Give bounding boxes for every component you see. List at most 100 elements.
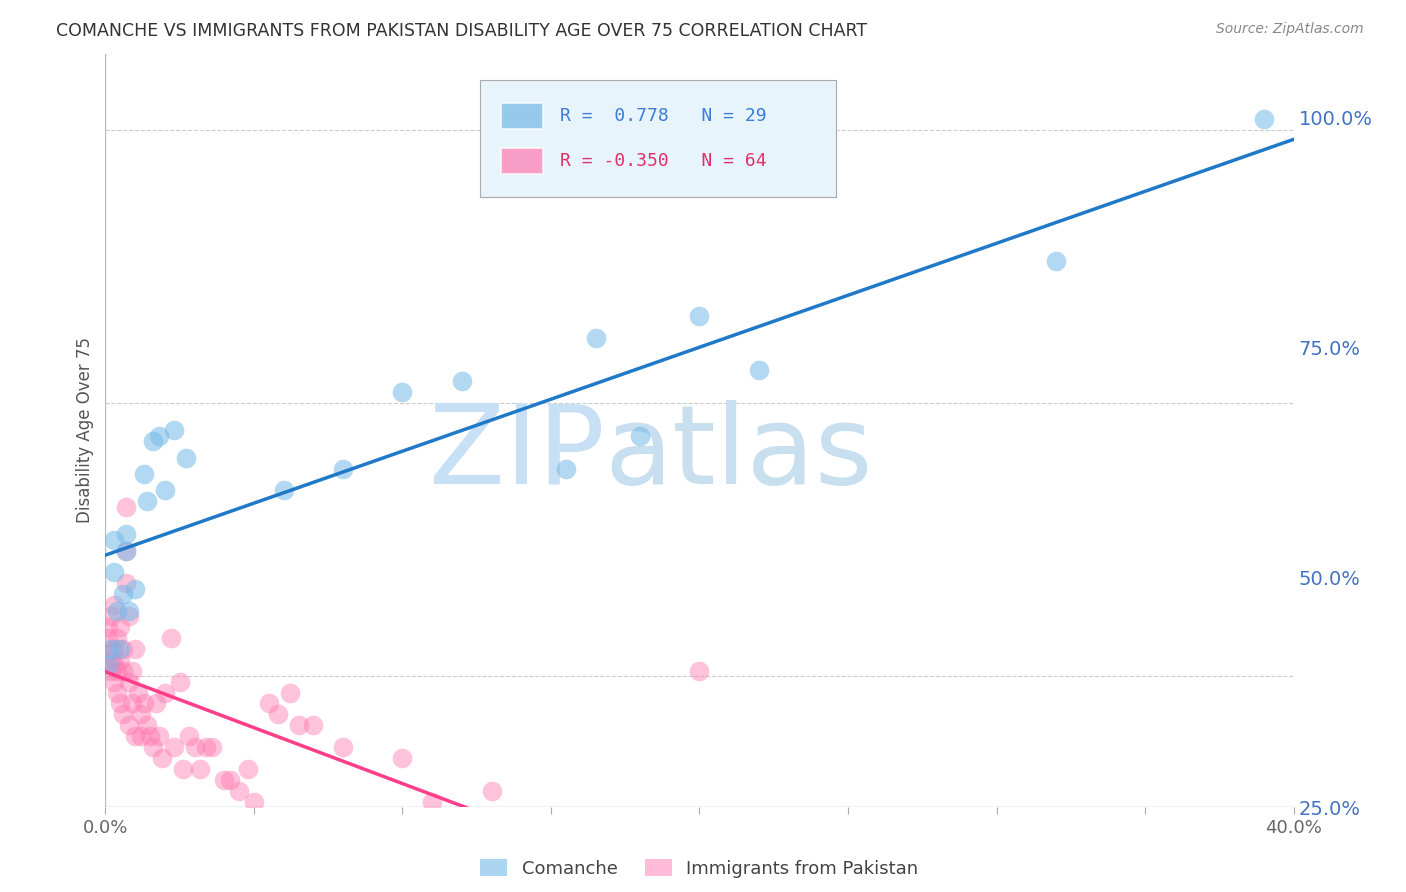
Point (132, 467, 155, 481)
Point (103, 658, 125, 673)
Point (112, 664, 135, 678)
Point (115, 576, 138, 591)
Point (174, 450, 197, 465)
Point (153, 685, 176, 699)
Text: R = -0.350   N = 64: R = -0.350 N = 64 (561, 153, 768, 170)
Point (105, 664, 128, 678)
Point (145, 697, 167, 711)
Point (105, 604, 128, 618)
Point (273, 483, 295, 498)
Text: atlas: atlas (605, 400, 873, 507)
Point (97, 631, 120, 645)
Point (118, 674, 141, 689)
Point (127, 685, 149, 699)
Point (110, 641, 132, 656)
Point (118, 604, 141, 618)
Point (112, 707, 135, 722)
Point (103, 674, 125, 689)
Point (97, 658, 120, 673)
Point (115, 543, 138, 558)
Point (132, 697, 155, 711)
Point (420, 795, 443, 809)
Point (450, 374, 472, 388)
Point (115, 543, 138, 558)
FancyBboxPatch shape (501, 103, 543, 129)
Point (110, 620, 132, 634)
Point (112, 587, 135, 601)
Point (103, 598, 125, 612)
Point (118, 718, 141, 732)
Point (628, 429, 651, 443)
Point (110, 653, 132, 667)
Point (105, 631, 128, 645)
Text: Source: ZipAtlas.com: Source: ZipAtlas.com (1216, 22, 1364, 37)
Legend: Comanche, Immigrants from Pakistan: Comanche, Immigrants from Pakistan (474, 852, 925, 885)
Point (100, 653, 122, 667)
Point (214, 772, 236, 787)
Point (219, 772, 242, 787)
FancyBboxPatch shape (479, 80, 837, 197)
Point (136, 718, 159, 732)
Point (150, 751, 173, 765)
Point (103, 641, 125, 656)
Point (100, 609, 122, 624)
Point (228, 784, 250, 798)
Point (97, 648, 120, 662)
Point (163, 424, 186, 438)
Point (172, 762, 194, 776)
Point (124, 729, 146, 743)
Text: R =  0.778   N = 29: R = 0.778 N = 29 (561, 107, 768, 125)
Point (689, 309, 711, 323)
Text: ZIP: ZIP (429, 400, 605, 507)
Point (105, 685, 128, 699)
Point (115, 500, 138, 514)
Text: COMANCHE VS IMMIGRANTS FROM PAKISTAN DISABILITY AGE OVER 75 CORRELATION CHART: COMANCHE VS IMMIGRANTS FROM PAKISTAN DIS… (56, 22, 868, 40)
Point (129, 729, 152, 743)
Point (689, 664, 711, 678)
Point (139, 729, 162, 743)
Point (121, 697, 143, 711)
Point (100, 664, 122, 678)
Point (100, 641, 122, 656)
Point (136, 494, 159, 508)
Point (159, 631, 181, 645)
Point (124, 641, 146, 656)
Point (163, 740, 186, 755)
Point (267, 707, 290, 722)
Point (481, 784, 503, 798)
Point (195, 740, 218, 755)
Point (183, 740, 205, 755)
Point (201, 740, 224, 755)
Point (278, 685, 301, 699)
Point (124, 582, 146, 596)
Point (169, 674, 191, 689)
Point (121, 664, 143, 678)
Point (110, 697, 132, 711)
Point (332, 740, 354, 755)
Point (585, 330, 607, 344)
Point (391, 385, 413, 400)
Y-axis label: Disability Age Over 75: Disability Age Over 75 (76, 337, 94, 524)
Point (236, 762, 259, 776)
Point (153, 483, 176, 498)
Point (1045, 254, 1067, 268)
Point (103, 533, 125, 547)
Point (302, 718, 325, 732)
Point (391, 751, 413, 765)
Point (554, 461, 576, 475)
Point (142, 434, 165, 449)
FancyBboxPatch shape (501, 148, 543, 175)
Point (177, 729, 200, 743)
Point (1253, 112, 1275, 126)
Point (243, 795, 266, 809)
Point (332, 461, 354, 475)
Point (190, 762, 212, 776)
Point (118, 609, 141, 624)
Point (148, 429, 170, 443)
Point (257, 697, 280, 711)
Point (142, 740, 165, 755)
Point (97, 620, 120, 634)
Point (748, 363, 770, 377)
Point (115, 527, 138, 541)
Point (287, 718, 309, 732)
